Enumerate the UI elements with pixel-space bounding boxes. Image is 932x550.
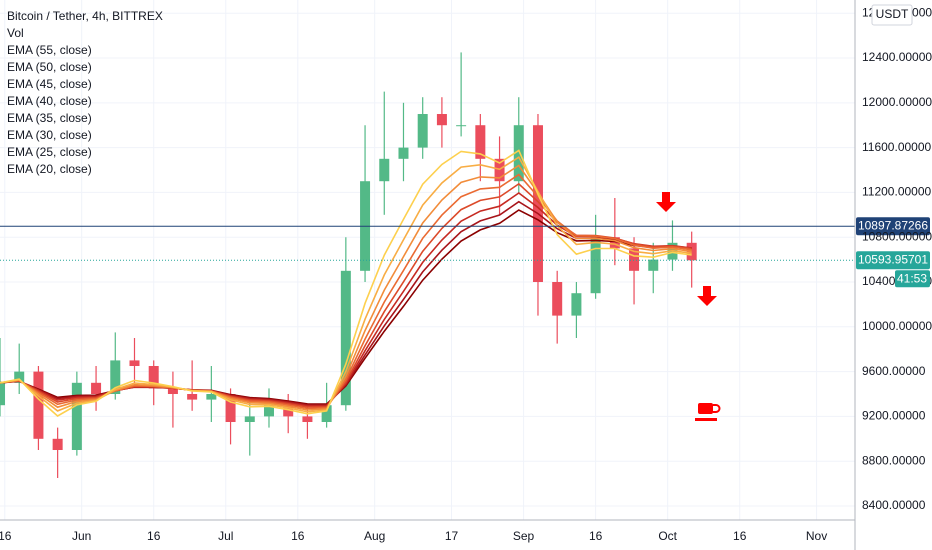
candle-body [379, 158, 390, 182]
price-label: 10593.95701 [858, 252, 928, 266]
currency-label[interactable]: USDT [876, 7, 909, 21]
candle-body [609, 237, 620, 249]
candle-body [321, 405, 332, 423]
candle-body [513, 125, 524, 182]
y-tick-label: 12000.00000 [862, 95, 932, 109]
countdown-box [895, 270, 930, 288]
legend-entry: EMA (55, close) [7, 43, 92, 57]
candle-body [263, 405, 274, 417]
candle-body [302, 416, 313, 423]
x-tick-label: 16 [291, 529, 305, 543]
x-tick-label: Aug [364, 529, 385, 543]
candle-body [571, 293, 582, 316]
candle-body [590, 237, 601, 294]
y-tick-label: 9600.00000 [862, 364, 926, 378]
candle-body [14, 371, 25, 383]
candle-body [167, 388, 178, 395]
x-tick-label: 16 [147, 529, 161, 543]
candle-body [436, 114, 447, 126]
legend-entry: EMA (35, close) [7, 111, 92, 125]
candle-body [71, 382, 82, 451]
x-tick-label: Jun [72, 529, 91, 543]
y-tick-label: 10000.00000 [862, 319, 932, 333]
candle-body [225, 394, 236, 423]
y-tick-label: 9200.00000 [862, 409, 926, 423]
legend-entry: EMA (20, close) [7, 162, 92, 176]
x-tick-label: Oct [658, 529, 677, 543]
ema-line [0, 149, 692, 417]
candle-body [110, 360, 121, 395]
candle-body [129, 360, 140, 367]
candle-body [0, 382, 5, 406]
price-label: 10897.87266 [858, 218, 928, 232]
x-tick-label: Sep [513, 529, 535, 543]
candle-body [91, 382, 102, 395]
candle-body [340, 270, 351, 406]
candle-body [648, 259, 659, 271]
y-tick-label: 8800.00000 [862, 453, 926, 467]
candle-body [475, 125, 486, 159]
x-tick-label: 16 [733, 529, 747, 543]
currency-box[interactable] [871, 4, 913, 26]
x-tick-label: Nov [806, 529, 827, 543]
countdown-label: 41:53 [897, 271, 927, 285]
candle-body [456, 125, 467, 127]
candle-body [52, 438, 63, 451]
y-tick-label: 8400.00000 [862, 498, 926, 512]
legend-entry: EMA (45, close) [7, 77, 92, 91]
candle-body [244, 416, 255, 423]
legend-entry: EMA (30, close) [7, 128, 92, 142]
candle-body [33, 371, 44, 439]
arrow-icon [656, 192, 676, 212]
coffee-icon [695, 403, 721, 421]
candle-body [686, 242, 697, 261]
arrow-icon [697, 286, 717, 306]
y-tick-label: 12400.00000 [862, 50, 932, 64]
x-tick-label: 17 [445, 529, 459, 543]
y-tick-label: 11600.00000 [862, 140, 932, 154]
candle-body [417, 114, 428, 148]
candle-body [532, 125, 543, 283]
y-tick-label: 11200.00000 [862, 185, 932, 199]
candle-body [398, 147, 409, 159]
candle-body [206, 394, 217, 400]
legend-entry: EMA (40, close) [7, 94, 92, 108]
price-label-box [856, 251, 930, 270]
ema-line [0, 156, 692, 413]
candle-body [187, 394, 198, 400]
price-label-box [856, 217, 930, 236]
y-tick-label: 10800.00000 [862, 229, 932, 243]
x-tick-label: 16 [0, 529, 12, 543]
candle-body [629, 248, 640, 271]
candle-body [283, 405, 294, 417]
legend-entry: EMA (25, close) [7, 145, 92, 159]
volume-label: Vol [7, 26, 24, 40]
plot-area [0, 0, 855, 520]
x-tick-label: 16 [589, 529, 603, 543]
chart-title: Bitcoin / Tether, 4h, BITTREX [7, 9, 163, 23]
candle-body [148, 366, 159, 389]
x-tick-label: Jul [218, 529, 233, 543]
legend-entry: EMA (50, close) [7, 60, 92, 74]
candle-body [552, 282, 563, 316]
